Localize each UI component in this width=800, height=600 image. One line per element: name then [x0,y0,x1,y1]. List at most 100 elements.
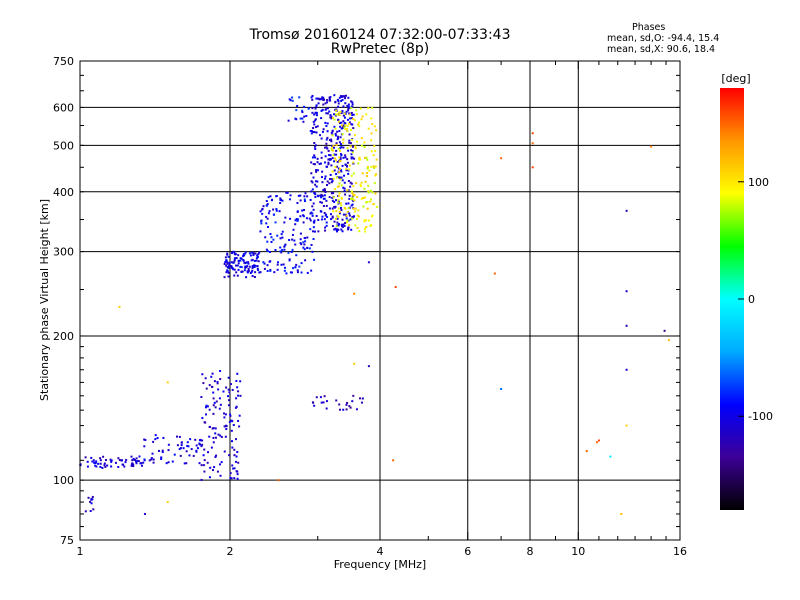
x-axis-label: Frequency [MHz] [334,558,426,571]
data-point [236,473,239,476]
data-point [332,160,335,163]
data-point [299,199,302,202]
y-tick-label: 600 [53,101,74,114]
data-point [313,192,316,195]
data-point [280,198,283,201]
data-point [275,209,278,212]
data-point [110,459,113,462]
data-point [300,262,303,265]
data-point [348,112,351,115]
data-point [321,130,324,133]
data-point [340,170,343,173]
data-point [234,253,237,256]
data-point [239,265,242,268]
data-point [123,465,126,468]
data-point [359,107,362,110]
data-point [233,260,236,263]
data-point [324,175,327,178]
data-point [343,112,346,115]
data-point [320,210,323,213]
data-point [274,249,277,252]
data-points [79,94,670,515]
data-point [315,185,318,188]
data-point [365,156,368,159]
data-point [331,170,334,173]
data-point [333,169,336,172]
data-point [369,200,372,203]
data-point [333,125,336,128]
data-point [229,264,232,267]
data-point [86,465,89,468]
data-point [250,259,253,262]
data-point [244,266,247,269]
data-point [198,462,201,465]
data-point [311,111,314,114]
data-point [122,463,125,466]
data-point [340,111,343,114]
data-point [310,172,313,175]
data-point [219,369,222,372]
data-point [226,252,229,255]
data-point [333,153,336,156]
data-point [345,110,348,113]
data-point [313,123,316,126]
data-point [225,271,228,274]
data-point [201,439,204,442]
data-point [187,445,190,448]
data-point [347,109,350,112]
data-point [215,454,218,457]
data-point [343,187,346,190]
data-point [270,240,273,243]
data-point [365,175,368,178]
data-point [233,467,236,470]
data-point [203,470,206,473]
data-point [314,111,317,114]
data-point [292,267,295,270]
data-point [173,453,176,456]
data-point [91,460,94,463]
data-point [329,213,332,216]
data-point [325,138,328,141]
data-point [283,221,286,224]
data-point [365,201,368,204]
data-point [334,205,337,208]
data-point [329,154,332,157]
data-point [282,263,285,266]
data-point [230,477,233,480]
data-point [325,199,328,202]
data-point [348,141,351,144]
data-point [212,397,215,400]
data-point [331,144,334,147]
data-point [230,440,233,443]
data-point [376,205,379,208]
data-point [335,153,338,156]
data-point [336,201,339,204]
data-point [620,512,623,515]
data-point [332,154,335,157]
data-point [215,400,218,403]
data-point [220,461,223,464]
data-point [347,228,350,231]
data-point [225,259,228,262]
data-point [236,477,239,480]
data-point [140,464,143,467]
data-point [231,464,234,467]
data-point [234,257,237,260]
data-point [90,502,93,505]
data-point [92,508,95,511]
data-point [326,130,329,133]
data-point [609,455,612,458]
data-point [179,447,182,450]
data-point [310,132,313,135]
data-point [337,120,340,123]
data-point [358,156,361,159]
data-point [324,155,327,158]
data-point [219,378,222,381]
data-point [342,114,345,117]
data-point [208,435,211,438]
data-point [341,109,344,112]
data-point [261,207,264,210]
data-point [99,465,102,468]
data-point [296,210,299,213]
data-point [357,162,360,165]
